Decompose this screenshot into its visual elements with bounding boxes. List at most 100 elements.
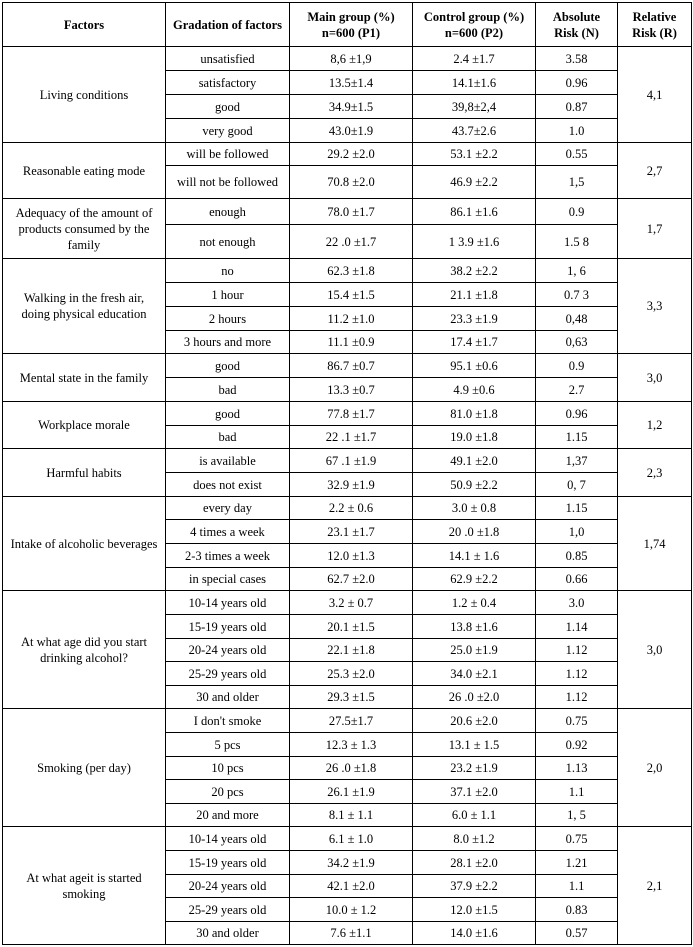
main-group-cell: 15.4 ±1.5 (289, 282, 413, 307)
absolute-risk-cell: 0.83 (535, 897, 618, 922)
main-group-cell: 12.3 ± 1.3 (289, 732, 413, 757)
table-row: will not be followed 70.8 ±2.0 46.9 ±2.2 1,… (3, 165, 692, 199)
relative-risk-cell: 2,1 (617, 826, 692, 945)
gradation-cell: 20-24 years old (165, 874, 290, 898)
gradation-cell: unsatisfied (165, 46, 290, 71)
main-group-cell: 62.7 ±2.0 (289, 567, 413, 591)
header-relative-risk: Relative Risk (R) (617, 2, 692, 47)
table-row: 2-3 times a week 12.0 ±1.3 14.1 ± 1.6 0.85 (3, 543, 692, 568)
control-group-cell: 38.2 ±2.2 (412, 258, 536, 283)
control-group-cell: 1.2 ± 0.4 (412, 590, 536, 615)
control-group-cell: 13.1 ± 1.5 (412, 732, 536, 757)
factor-cell: Smoking (per day) (2, 708, 166, 827)
relative-risk-cell: 2,3 (617, 448, 692, 497)
main-group-cell: 13.5±1.4 (289, 70, 413, 95)
absolute-risk-cell: 1,0 (535, 519, 618, 544)
gradation-cell: 10 pcs (165, 756, 290, 780)
control-group-cell: 12.0 ±1.5 (412, 897, 536, 922)
main-group-cell: 86.7 ±0.7 (289, 353, 413, 378)
main-group-cell: 20.1 ±1.5 (289, 614, 413, 639)
table-row: 20 and more 8.1 ± 1.1 6.0 ± 1.1 1, 5 (3, 803, 692, 827)
control-group-cell: 4.9 ±0.6 (412, 377, 536, 402)
main-group-cell: 13.3 ±0.7 (289, 377, 413, 402)
control-group-cell: 1 3.9 ±1.6 (412, 224, 536, 259)
header-factors: Factors (2, 2, 166, 47)
table-row: 5 pcs 12.3 ± 1.3 13.1 ± 1.5 0.92 (3, 732, 692, 757)
main-group-cell: 22 .0 ±1.7 (289, 224, 413, 259)
factor-cell: Mental state in the family (2, 353, 166, 402)
control-group-cell: 37.9 ±2.2 (412, 874, 536, 898)
main-group-cell: 67 .1 ±1.9 (289, 448, 413, 473)
gradation-cell: I don't smoke (165, 708, 290, 733)
gradation-cell: 15-19 years old (165, 850, 290, 875)
absolute-risk-cell: 1,5 (535, 165, 618, 199)
control-group-cell: 17.4 ±1.7 (412, 330, 536, 354)
table-row: 20 pcs 26.1 ±1.9 37.1 ±2.0 1.1 (3, 779, 692, 804)
control-group-cell: 14.0 ±1.6 (412, 921, 536, 945)
relative-risk-cell: 2,7 (617, 142, 692, 199)
absolute-risk-cell: 3.0 (535, 590, 618, 615)
absolute-risk-cell: 0.87 (535, 94, 618, 119)
relative-risk-cell: 1,74 (617, 496, 692, 591)
table-row: very good 43.0±1.9 43.7±2.6 1.0 (3, 118, 692, 143)
main-group-cell: 77.8 ±1.7 (289, 401, 413, 426)
control-group-cell: 25.0 ±1.9 (412, 638, 536, 662)
absolute-risk-cell: 1, 5 (535, 803, 618, 827)
gradation-cell: 2 hours (165, 306, 290, 331)
gradation-cell: does not exist (165, 472, 290, 497)
absolute-risk-cell: 2.7 (535, 377, 618, 402)
gradation-cell: no (165, 258, 290, 283)
absolute-risk-cell: 0.9 (535, 353, 618, 378)
gradation-cell: satisfactory (165, 70, 290, 95)
absolute-risk-cell: 1.15 (535, 425, 618, 449)
table-row: Workplace morale good 77.8 ±1.7 81.0 ±1.8 0.… (2, 401, 692, 449)
gradation-cell: 20-24 years old (165, 638, 290, 662)
control-group-cell: 19.0 ±1.8 (412, 425, 536, 449)
relative-risk-cell: 2,0 (617, 708, 692, 827)
factor-cell: Workplace morale (2, 401, 166, 449)
main-group-cell: 3.2 ± 0.7 (289, 590, 413, 615)
header-control-group: Control group (%) n=600 (P2) (412, 2, 536, 47)
gradation-cell: 30 and older (165, 921, 290, 945)
control-group-cell: 20.6 ±2.0 (412, 708, 536, 733)
gradation-cell: 20 pcs (165, 779, 290, 804)
table-row: 1 hour 15.4 ±1.5 21.1 ±1.8 0.7 3 (3, 282, 692, 307)
control-group-cell: 2.4 ±1.7 (412, 46, 536, 71)
table-row: 20-24 years old 42.1 ±2.0 37.9 ±2.2 1.1 (3, 874, 692, 898)
table-row: satisfactory 13.5±1.4 14.1±1.6 0.96 (3, 70, 692, 95)
table-row: Mental state in the family good 86.7 ±0.7 9… (2, 353, 692, 402)
main-group-cell: 62.3 ±1.8 (289, 258, 413, 283)
main-group-cell: 25.3 ±2.0 (289, 661, 413, 686)
control-group-cell: 8.0 ±1.2 (412, 826, 536, 851)
control-group-cell: 14.1±1.6 (412, 70, 536, 95)
absolute-risk-cell: 1.13 (535, 756, 618, 780)
control-group-cell: 46.9 ±2.2 (412, 165, 536, 199)
control-group-cell: 50.9 ±2.2 (412, 472, 536, 497)
gradation-cell: 3 hours and more (165, 330, 290, 354)
main-group-cell: 34.9±1.5 (289, 94, 413, 119)
absolute-risk-cell: 1, 6 (535, 258, 618, 283)
gradation-cell: 20 and more (165, 803, 290, 827)
absolute-risk-cell: 0,48 (535, 306, 618, 331)
main-group-cell: 43.0±1.9 (289, 118, 413, 143)
table-row: At what age did you start drinking alcoh… (2, 590, 692, 709)
control-group-cell: 28.1 ±2.0 (412, 850, 536, 875)
absolute-risk-cell: 0,63 (535, 330, 618, 354)
gradation-cell: 1 hour (165, 282, 290, 307)
absolute-risk-cell: 0.57 (535, 921, 618, 945)
table-row: Adequacy of the amount of products consu… (2, 198, 692, 259)
main-group-cell: 8.1 ± 1.1 (289, 803, 413, 827)
main-group-cell: 34.2 ±1.9 (289, 850, 413, 875)
main-group-cell: 26.1 ±1.9 (289, 779, 413, 804)
relative-risk-cell: 1,7 (617, 198, 692, 259)
table-row: Intake of alcoholic beverages every day 2.… (2, 496, 692, 591)
table-row: 25-29 years old 10.0 ± 1.2 12.0 ±1.5 0.83 (3, 897, 692, 922)
factor-cell: Adequacy of the amount of products consu… (2, 198, 166, 259)
control-group-cell: 14.1 ± 1.6 (412, 543, 536, 568)
factor-cell: At what age did you start drinking alcoh… (2, 590, 166, 709)
main-group-cell: 22 .1 ±1.7 (289, 425, 413, 449)
relative-risk-cell: 4,1 (617, 46, 692, 143)
main-group-cell: 8,6 ±1,9 (289, 46, 413, 71)
control-group-cell: 95.1 ±0.6 (412, 353, 536, 378)
relative-risk-cell: 1,2 (617, 401, 692, 449)
